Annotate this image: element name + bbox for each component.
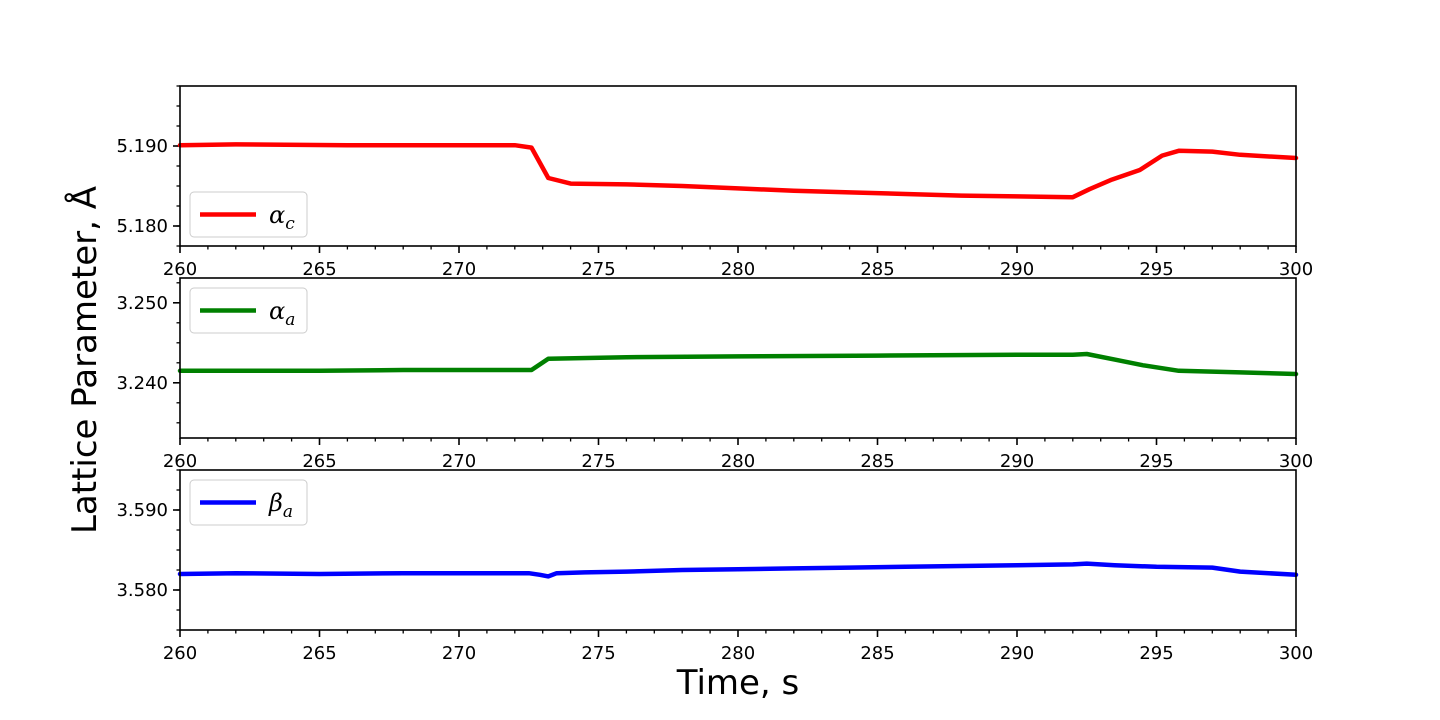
x-tick-label: 265: [302, 259, 336, 280]
x-tick-label: 290: [1000, 259, 1034, 280]
legend-label: βa: [268, 489, 293, 522]
x-axis-title: Time, s: [676, 663, 800, 703]
x-tick-label: 260: [163, 259, 197, 280]
x-tick-label: 295: [1139, 451, 1173, 472]
x-tick-label: 275: [581, 259, 615, 280]
axes-frame: [179, 85, 1297, 247]
series-line: [177, 561, 1299, 579]
x-tick-label: 270: [442, 451, 476, 472]
panel-middle: 260 265 270 275 280 285 290 295 300 3.240 3.250 αa: [116, 277, 1313, 472]
x-tick-label: 280: [721, 259, 755, 280]
legend-label: αa: [269, 297, 295, 330]
y-tick-label: 3.250: [116, 293, 168, 314]
x-tick-label: 265: [302, 643, 336, 664]
x-tick-label: 285: [860, 643, 894, 664]
x-tick-label: 275: [581, 451, 615, 472]
y-tick-label: 3.590: [116, 500, 168, 521]
x-tick-label: 270: [442, 259, 476, 280]
legend-label: αc: [269, 201, 295, 234]
y-axis-title: Lattice Parameter, Å: [64, 186, 105, 534]
y-tick-label: 3.580: [116, 580, 168, 601]
y-tick-label: 5.180: [116, 216, 168, 237]
y-tick-label: 5.190: [116, 136, 168, 157]
x-tick-label: 285: [860, 259, 894, 280]
panels: 260 265 270 275 280 285 290 295 3005.1805.190αc2…: [116, 85, 1313, 664]
legend: αc: [189, 191, 308, 238]
x-tick-label: 260: [163, 643, 197, 664]
x-tick-label: 270: [442, 643, 476, 664]
x-tick-label: 295: [1139, 643, 1173, 664]
series-line: [177, 351, 1299, 377]
panel-top: 260 265 270 275 280 285 290 295 300 5.180 5.190 αc: [116, 85, 1313, 280]
series-line: [177, 142, 1299, 200]
legend: αa: [189, 287, 308, 334]
x-tick-label: 285: [860, 451, 894, 472]
axes-frame: [179, 277, 1297, 439]
legend: βa: [189, 479, 308, 526]
x-tick-label: 290: [1000, 451, 1034, 472]
panel-bottom: 260 265 270 275 280 285 290 295 300 3.580 3.590 βa: [116, 469, 1313, 664]
y-tick-label: 3.240: [116, 373, 168, 394]
x-tick-label: 265: [302, 451, 336, 472]
x-tick-label: 275: [581, 643, 615, 664]
x-tick-label: 300: [1279, 259, 1313, 280]
x-tick-label: 300: [1279, 643, 1313, 664]
x-tick-label: 280: [721, 451, 755, 472]
x-tick-label: 260: [163, 451, 197, 472]
x-tick-label: 300: [1279, 451, 1313, 472]
x-tick-label: 290: [1000, 643, 1034, 664]
x-tick-label: 295: [1139, 259, 1173, 280]
x-tick-label: 280: [721, 643, 755, 664]
axes-frame: [179, 469, 1297, 631]
